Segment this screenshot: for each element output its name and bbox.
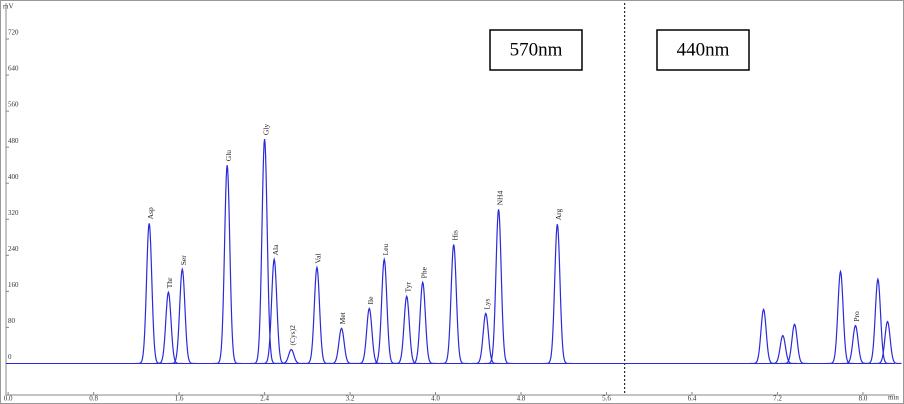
peak — [873, 320, 902, 365]
peak — [439, 244, 468, 365]
peak-label: Pro — [852, 311, 861, 322]
peak-label: Ile — [366, 296, 375, 305]
peak — [168, 267, 197, 365]
peak — [154, 290, 183, 365]
peak-label: Lys — [482, 299, 491, 310]
x-tick-label: 2.4 — [260, 395, 269, 403]
y-tick-label: 480 — [8, 137, 19, 145]
peak-label: NH4 — [495, 191, 504, 206]
peak-label: Ala — [271, 244, 280, 256]
peak — [471, 312, 500, 365]
peak — [213, 165, 242, 365]
peak — [327, 327, 356, 365]
y-tick-label: 640 — [8, 65, 19, 73]
peak — [543, 224, 572, 365]
x-tick-label: 1.6 — [175, 395, 184, 403]
peak-label: His — [450, 230, 459, 241]
peak — [863, 277, 892, 365]
peak-label: Val — [314, 253, 323, 263]
x-tick-label: 4.0 — [431, 395, 440, 403]
x-tick-label: 8.0 — [859, 395, 868, 403]
x-tick-label: 5.6 — [602, 395, 611, 403]
y-tick-label: 0 — [8, 353, 12, 361]
y-axis-label: mV — [3, 3, 14, 11]
y-tick-label: 720 — [8, 29, 19, 37]
annotation: 440nm — [677, 39, 730, 60]
peak-label: Arg — [554, 208, 563, 220]
peak — [484, 209, 513, 365]
y-tick-label: 320 — [8, 209, 19, 217]
peak-label: Asp — [146, 207, 155, 219]
peak — [392, 294, 421, 365]
peak-label: Tyr — [403, 282, 412, 293]
x-tick-label: 4.8 — [517, 395, 526, 403]
annotation-box — [489, 29, 583, 71]
y-tick-label: 80 — [8, 317, 16, 325]
peak — [826, 269, 855, 365]
peak-label: Thr — [165, 277, 174, 288]
x-tick-label: 0.0 — [4, 395, 13, 403]
x-tick-label: 3.2 — [346, 395, 355, 403]
peak-label: (Cys)2 — [288, 325, 297, 346]
peak-label: Phe — [419, 266, 428, 278]
peak — [780, 323, 809, 365]
annotation-box — [656, 29, 750, 71]
peak-label: Leu — [381, 243, 390, 255]
peak — [355, 307, 384, 365]
peak-label: Gly — [261, 124, 270, 136]
peak-label: Met — [338, 311, 347, 324]
x-axis-label: min — [888, 394, 899, 402]
peak — [250, 138, 279, 365]
y-tick-label: 160 — [8, 281, 19, 289]
peak — [302, 265, 331, 365]
x-tick-label: 6.4 — [688, 395, 697, 403]
peak — [768, 334, 797, 365]
y-tick-label: 400 — [8, 173, 19, 181]
x-tick-label: 0.8 — [89, 395, 98, 403]
annotation: 570nm — [510, 39, 563, 60]
y-tick-label: 240 — [8, 245, 19, 253]
peak-label: Ser — [179, 255, 188, 266]
peak-label: Glu — [224, 150, 233, 162]
x-tick-label: 7.2 — [773, 395, 782, 403]
peak — [277, 348, 306, 365]
peak — [408, 280, 437, 365]
y-tick-label: 560 — [8, 101, 19, 109]
